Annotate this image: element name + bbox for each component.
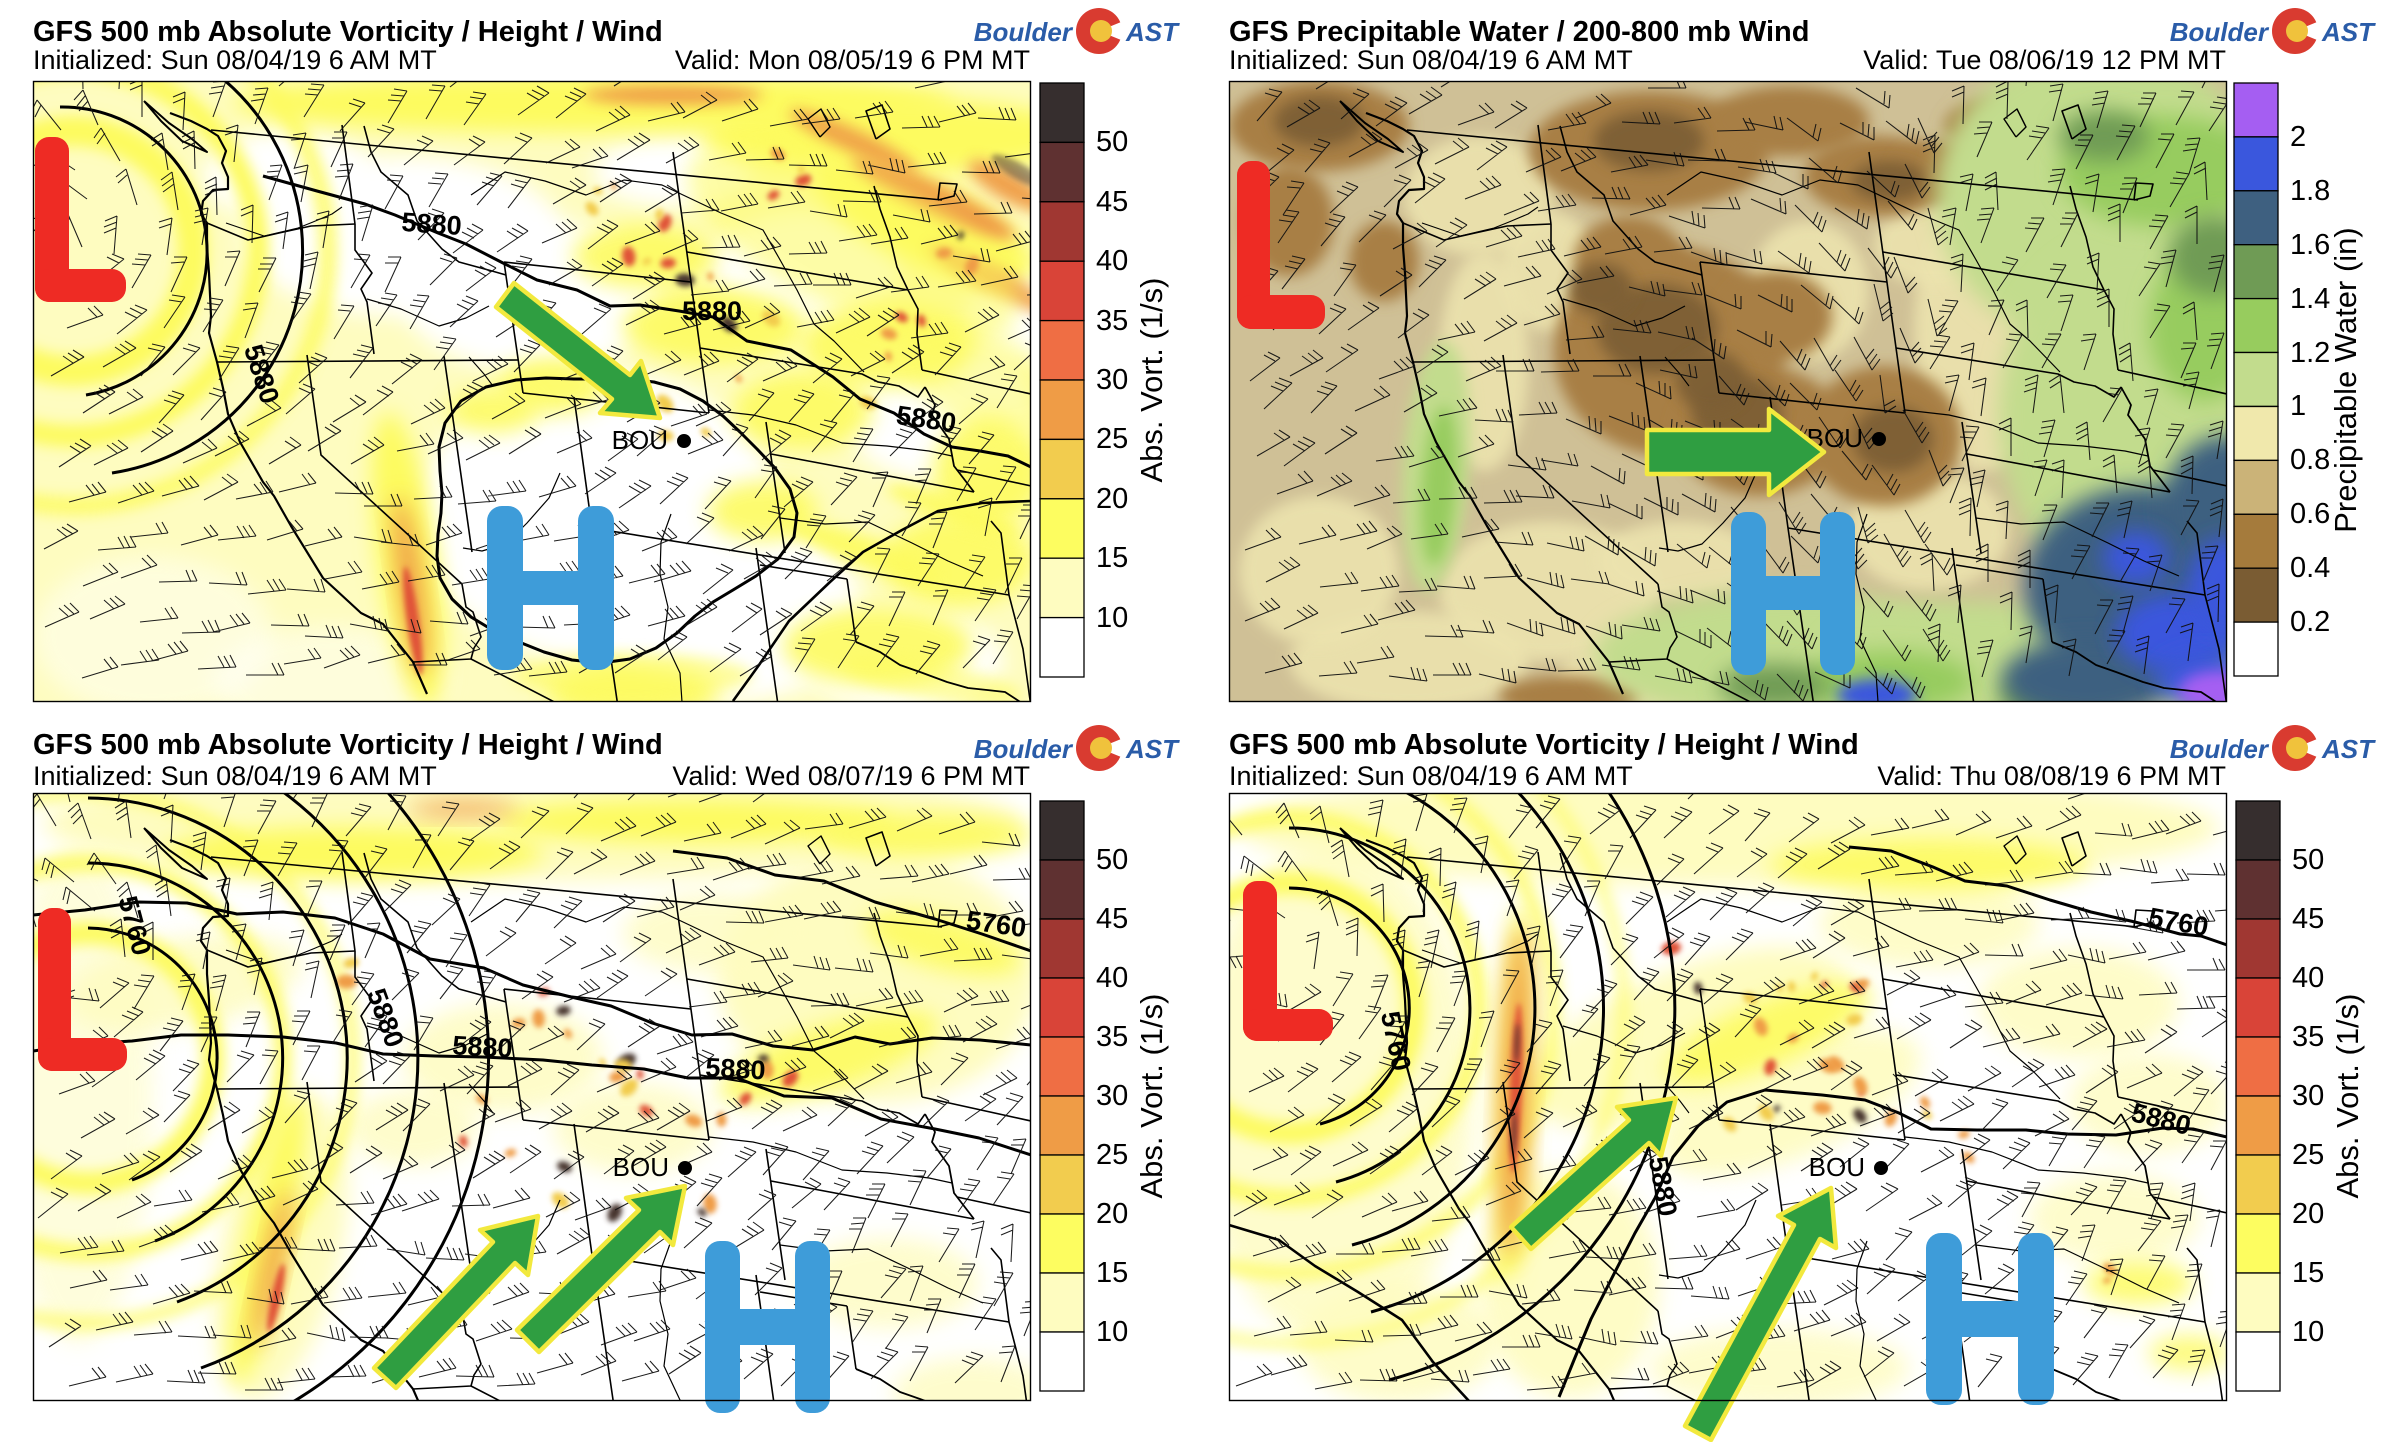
svg-text:GFS 500 mb Absolute Vorticity: GFS 500 mb Absolute Vorticity / Height /…: [1229, 729, 1859, 761]
svg-text:Valid: Thu 08/08/19 6 PM MT: Valid: Thu 08/08/19 6 PM MT: [1877, 761, 2226, 791]
svg-text:0.4: 0.4: [2290, 552, 2330, 584]
svg-text:1.4: 1.4: [2290, 283, 2330, 315]
svg-text:AST: AST: [1125, 17, 1180, 47]
svg-text:Valid: Mon 08/05/19 6 PM MT: Valid: Mon 08/05/19 6 PM MT: [675, 45, 1030, 75]
svg-text:0.8: 0.8: [2290, 444, 2330, 476]
svg-text:Initialized: Sun 08/04/19 6 AM: Initialized: Sun 08/04/19 6 AM MT: [33, 761, 437, 791]
svg-text:2: 2: [2290, 121, 2306, 153]
svg-text:20: 20: [2292, 1198, 2324, 1230]
svg-text:Initialized: Sun 08/04/19 6 AM: Initialized: Sun 08/04/19 6 AM MT: [1229, 761, 1633, 791]
svg-text:25: 25: [1096, 423, 1128, 455]
svg-text:GFS 500 mb Absolute Vorticity: GFS 500 mb Absolute Vorticity / Height /…: [33, 729, 663, 761]
svg-text:0.2: 0.2: [2290, 606, 2330, 638]
svg-text:5880: 5880: [705, 1052, 767, 1085]
svg-text:AST: AST: [2321, 734, 2376, 764]
svg-text:Valid: Wed 08/07/19 6 PM MT: Valid: Wed 08/07/19 6 PM MT: [672, 761, 1030, 791]
svg-text:Boulder: Boulder: [2170, 734, 2270, 764]
svg-text:50: 50: [2292, 844, 2324, 876]
svg-text:BOU: BOU: [612, 425, 668, 455]
svg-text:35: 35: [2292, 1021, 2324, 1053]
svg-text:45: 45: [1096, 186, 1128, 218]
svg-text:GFS Precipitable Water / 200-8: GFS Precipitable Water / 200-800 mb Wind: [1229, 16, 1809, 48]
svg-text:Valid: Tue 08/06/19 12 PM MT: Valid: Tue 08/06/19 12 PM MT: [1863, 45, 2226, 75]
svg-text:15: 15: [1096, 1257, 1128, 1289]
svg-text:40: 40: [1096, 962, 1128, 994]
svg-text:Abs. Vort. (1/s): Abs. Vort. (1/s): [1134, 993, 1169, 1198]
svg-text:AST: AST: [2321, 17, 2376, 47]
svg-text:Boulder: Boulder: [974, 734, 1074, 764]
svg-text:10: 10: [1096, 602, 1128, 634]
svg-text:30: 30: [2292, 1080, 2324, 1112]
svg-text:35: 35: [1096, 305, 1128, 337]
svg-text:45: 45: [1096, 903, 1128, 935]
svg-text:BOU: BOU: [1809, 1152, 1865, 1182]
svg-text:Boulder: Boulder: [2170, 17, 2270, 47]
svg-text:15: 15: [2292, 1257, 2324, 1289]
svg-text:35: 35: [1096, 1021, 1128, 1053]
svg-text:30: 30: [1096, 364, 1128, 396]
svg-text:20: 20: [1096, 1198, 1128, 1230]
svg-text:5880: 5880: [452, 1030, 514, 1063]
svg-text:1.2: 1.2: [2290, 337, 2330, 369]
svg-text:Initialized: Sun 08/04/19 6 AM: Initialized: Sun 08/04/19 6 AM MT: [33, 45, 437, 75]
svg-text:30: 30: [1096, 1080, 1128, 1112]
svg-text:40: 40: [2292, 962, 2324, 994]
svg-text:45: 45: [2292, 903, 2324, 935]
svg-text:Precipitable Water (in): Precipitable Water (in): [2328, 227, 2363, 533]
svg-text:BOU: BOU: [613, 1152, 669, 1182]
svg-text:40: 40: [1096, 245, 1128, 277]
svg-text:Abs. Vort. (1/s): Abs. Vort. (1/s): [2330, 993, 2365, 1198]
svg-text:Boulder: Boulder: [974, 17, 1074, 47]
svg-text:25: 25: [2292, 1139, 2324, 1171]
svg-text:25: 25: [1096, 1139, 1128, 1171]
svg-text:20: 20: [1096, 483, 1128, 515]
svg-text:1.6: 1.6: [2290, 229, 2330, 261]
svg-text:GFS 500 mb Absolute Vorticity: GFS 500 mb Absolute Vorticity / Height /…: [33, 16, 663, 48]
svg-text:0.6: 0.6: [2290, 498, 2330, 530]
svg-text:5880: 5880: [682, 296, 742, 326]
svg-text:Initialized: Sun 08/04/19 6 AM: Initialized: Sun 08/04/19 6 AM MT: [1229, 45, 1633, 75]
svg-text:10: 10: [1096, 1316, 1128, 1348]
svg-text:AST: AST: [1125, 734, 1180, 764]
svg-text:1.8: 1.8: [2290, 175, 2330, 207]
svg-text:50: 50: [1096, 844, 1128, 876]
svg-text:1: 1: [2290, 390, 2306, 422]
svg-text:Abs. Vort. (1/s): Abs. Vort. (1/s): [1134, 277, 1169, 482]
svg-text:5880: 5880: [401, 207, 463, 241]
svg-text:15: 15: [1096, 542, 1128, 574]
svg-text:50: 50: [1096, 126, 1128, 158]
svg-text:10: 10: [2292, 1316, 2324, 1348]
